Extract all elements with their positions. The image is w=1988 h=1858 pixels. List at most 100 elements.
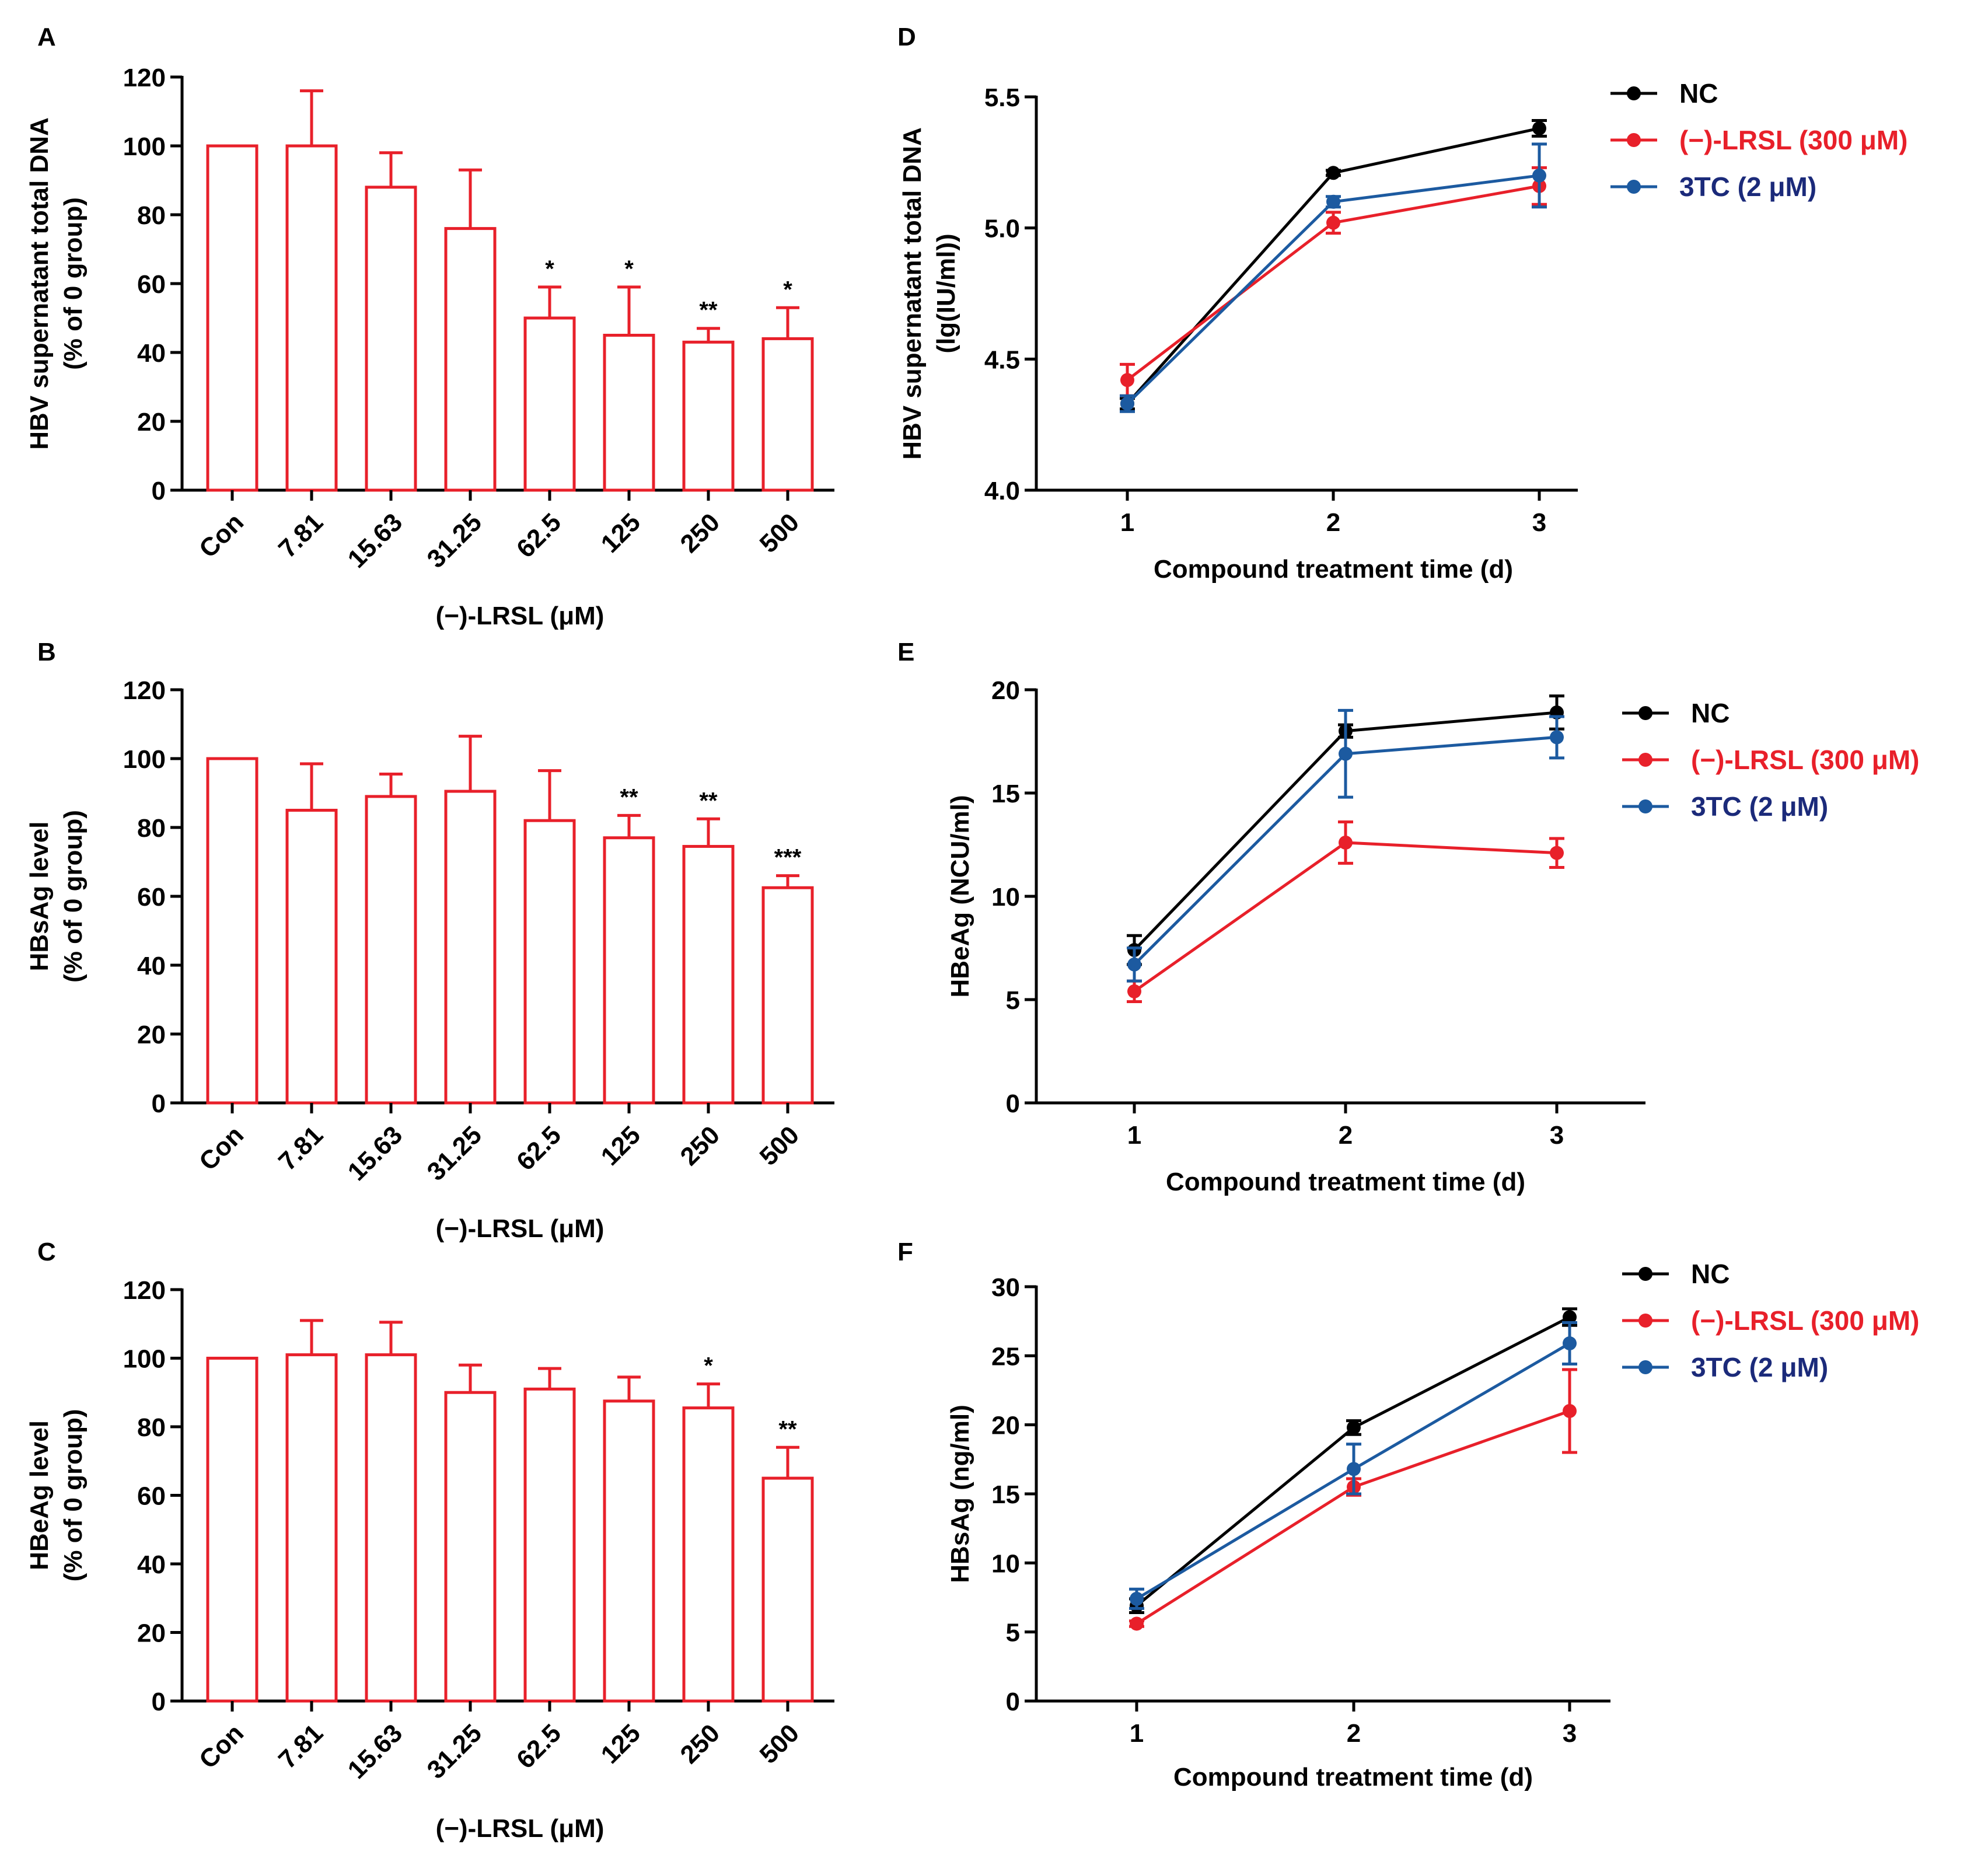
x-axis-label: Compound treatment time (d): [1166, 1168, 1525, 1196]
bar: [285, 144, 338, 492]
y-tick-label: 0: [152, 1688, 166, 1716]
y-tick-label: 0: [1006, 1688, 1020, 1716]
y-tick-label: 100: [123, 1345, 166, 1374]
x-tick-label: 500: [754, 1719, 805, 1769]
bar: [206, 144, 258, 492]
x-tick-label: 2: [1326, 508, 1340, 537]
bar: [285, 809, 338, 1105]
x-tick-label: Con: [194, 1719, 249, 1774]
legend-label: (−)-LRSL (300 μM): [1691, 1305, 1920, 1336]
significance-marker: **: [699, 788, 718, 813]
y-tick-label: 120: [123, 64, 166, 92]
bar: [206, 1357, 258, 1703]
x-axis-label: Compound treatment time (d): [1173, 1763, 1533, 1791]
y-tick-label: 60: [137, 270, 166, 299]
series-line: [1126, 174, 1540, 405]
x-tick-label: 3: [1550, 1121, 1564, 1150]
y-tick-label: 25: [991, 1342, 1020, 1371]
x-axis-label: (−)-LRSL (μM): [436, 1214, 605, 1243]
y-tick-label: 40: [137, 952, 166, 980]
legend-label: (−)-LRSL (300 μM): [1691, 745, 1920, 775]
data-point: [1326, 166, 1340, 180]
y-axis-label: HBsAg (ng/ml): [946, 1405, 974, 1583]
y-axis-label-sub: (% of 0 group): [59, 1409, 88, 1582]
x-tick-label: 31.25: [422, 1120, 488, 1186]
bar: [523, 1387, 576, 1703]
legend-marker: [1638, 706, 1652, 720]
legend-marker: [1638, 1360, 1652, 1374]
panel-e: E 0 5 10 15 20 HBeAg (NCU/ml) 1 2 3 Compound treat…: [897, 638, 1920, 1196]
significance-marker: ***: [774, 845, 802, 871]
x-tick-label: 3: [1563, 1719, 1577, 1748]
y-tick-label: 0: [152, 477, 166, 505]
bar: [523, 316, 576, 492]
significance-marker: **: [699, 298, 718, 323]
x-tick-label: 1: [1130, 1719, 1144, 1748]
legend-label: 3TC (2 μM): [1679, 172, 1816, 202]
y-tick-label: 15: [991, 780, 1020, 808]
legend-marker: [1627, 180, 1641, 194]
legend-marker: [1627, 133, 1641, 147]
x-tick-label: 31.25: [422, 508, 488, 574]
panel-letter: F: [897, 1238, 913, 1266]
bar: [761, 1476, 814, 1703]
y-tick-label: 0: [1006, 1089, 1020, 1118]
series-2: 3TC (2 μM): [1127, 708, 1828, 983]
data-point: [1532, 168, 1546, 183]
x-tick-label: 7.81: [273, 508, 329, 563]
legend-label: 3TC (2 μM): [1691, 1352, 1828, 1382]
y-axis-label-sub: (% of 0 group): [59, 197, 88, 370]
significance-marker: *: [545, 256, 554, 282]
bar: [444, 790, 497, 1105]
y-tick-label: 0: [152, 1089, 166, 1118]
x-tick-label: 3: [1532, 508, 1546, 537]
y-tick-label: 10: [991, 1549, 1020, 1578]
panel-c: C 0 20 40 60 80 100 120 HBeAg level (% of 0 group…: [25, 1238, 834, 1843]
data-point: [1130, 1591, 1144, 1606]
data-point: [1563, 1404, 1577, 1418]
x-tick-label: 62.5: [511, 1120, 567, 1176]
y-tick-label: 40: [137, 339, 166, 368]
legend-label: NC: [1679, 78, 1718, 109]
panel-a: A 0 20 40 60 80 100 120 HBV supernatant total DN…: [25, 23, 834, 630]
y-tick-label: 20: [137, 1619, 166, 1648]
data-point: [1339, 746, 1353, 761]
data-point: [1347, 1462, 1361, 1476]
bar: [365, 1353, 417, 1703]
legend-label: (−)-LRSL (300 μM): [1679, 125, 1908, 155]
bar: [206, 757, 258, 1105]
y-tick-label: 10: [991, 883, 1020, 911]
y-tick-label: 4.5: [984, 345, 1020, 374]
x-tick-label: Con: [194, 1120, 249, 1176]
x-tick-label: 500: [754, 508, 805, 558]
legend-marker: [1638, 753, 1652, 767]
bar: [682, 1406, 735, 1703]
bar: [444, 227, 497, 492]
x-tick-label: 62.5: [511, 1719, 567, 1774]
bar: [285, 1353, 338, 1703]
y-axis-label-sub: (% of 0 group): [59, 810, 88, 983]
significance-marker: **: [620, 784, 638, 810]
significance-marker: **: [778, 1416, 797, 1442]
bar: [682, 844, 735, 1105]
y-tick-label: 120: [123, 676, 166, 705]
bar: [603, 1399, 655, 1703]
x-tick-label: Con: [194, 508, 249, 563]
y-tick-label: 15: [991, 1480, 1020, 1509]
bar: [365, 795, 417, 1105]
series-1: (−)-LRSL (300 μM): [1120, 125, 1908, 397]
x-tick-label: 125: [596, 1120, 647, 1171]
panel-letter: A: [37, 23, 56, 51]
y-tick-label: 20: [137, 408, 166, 436]
data-point: [1326, 194, 1340, 209]
y-axis-label: HBsAg level: [25, 822, 54, 972]
y-tick-label: 80: [137, 1413, 166, 1442]
y-tick-label: 100: [123, 132, 166, 161]
data-point: [1563, 1310, 1577, 1325]
x-tick-label: 250: [675, 1120, 726, 1171]
data-point: [1550, 730, 1564, 745]
legend-label: 3TC (2 μM): [1691, 791, 1828, 822]
y-tick-label: 5: [1006, 986, 1020, 1015]
x-tick-label: 15.63: [343, 1719, 408, 1784]
